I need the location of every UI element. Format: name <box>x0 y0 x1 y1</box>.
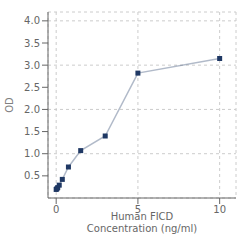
svg-text:2.5: 2.5 <box>24 82 40 93</box>
svg-text:2.0: 2.0 <box>24 104 40 115</box>
svg-text:1.5: 1.5 <box>24 126 40 137</box>
svg-text:OD: OD <box>8 97 15 113</box>
svg-text:0: 0 <box>53 204 59 215</box>
svg-text:10: 10 <box>213 204 226 215</box>
svg-text:0.5: 0.5 <box>24 170 40 181</box>
svg-text:Human FICDConcentration (ng/ml: Human FICDConcentration (ng/ml) <box>87 211 197 234</box>
svg-text:5: 5 <box>135 204 141 215</box>
svg-text:3.5: 3.5 <box>24 38 40 49</box>
svg-text:3.0: 3.0 <box>24 60 40 71</box>
svg-text:4.0: 4.0 <box>24 15 40 26</box>
svg-text:1.0: 1.0 <box>24 148 40 159</box>
